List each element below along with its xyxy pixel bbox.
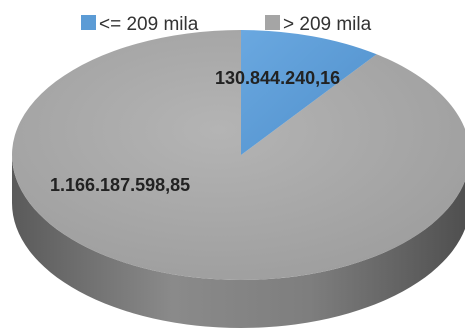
- data-label-series-1: 1.166.187.598,85: [50, 175, 190, 195]
- legend-label-series-0: <= 209 mila: [99, 14, 199, 35]
- legend-swatch-series-1: [265, 15, 280, 30]
- data-label-series-0: 130.844.240,16: [215, 68, 340, 88]
- pie-slice-series-0: [241, 30, 377, 155]
- legend-label-series-1: > 209 mila: [283, 14, 372, 35]
- legend-swatch-series-0: [81, 15, 96, 30]
- pie-side-wall: [12, 155, 465, 328]
- legend: <= 209 mila > 209 mila: [81, 14, 372, 35]
- pie-body: [12, 30, 465, 328]
- pie-slice-series-1: [12, 30, 465, 280]
